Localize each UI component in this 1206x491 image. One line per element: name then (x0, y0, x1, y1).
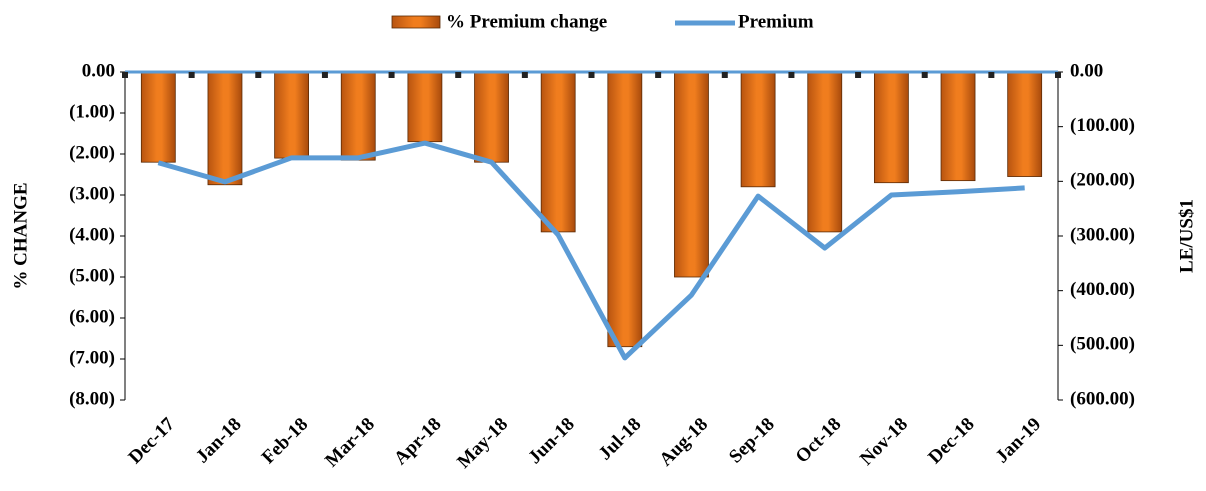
y-tick-label: (4.00) (69, 224, 115, 245)
y2-axis-title: LE/US$1 (1176, 199, 1197, 273)
x-tick (855, 72, 862, 78)
bar (740, 71, 776, 188)
x-tick (588, 72, 595, 78)
y-tick-label: 0.00 (82, 60, 115, 81)
y2-tick-label: (300.00) (1070, 224, 1135, 245)
y2-tick-label: (400.00) (1070, 279, 1135, 300)
y-tick-label: (7.00) (69, 347, 115, 368)
x-tick (1055, 72, 1061, 78)
x-tick (655, 72, 662, 78)
x-tick (455, 72, 462, 78)
legend-swatch (391, 15, 441, 29)
x-tick (255, 72, 262, 78)
x-tick-label: Oct-18 (792, 414, 846, 468)
y-tick-label: (5.00) (69, 265, 115, 286)
y-tick-label: (8.00) (69, 388, 115, 409)
y2-tick-label: (200.00) (1070, 170, 1135, 191)
y2-tick-label: (600.00) (1070, 388, 1135, 409)
y2-tick-label: (500.00) (1070, 334, 1135, 355)
bar (1007, 71, 1043, 177)
y-tick-label: (3.00) (69, 183, 115, 204)
bar (274, 71, 310, 159)
bar (407, 71, 443, 143)
x-tick-label: Dec-18 (924, 414, 978, 468)
bar (873, 71, 909, 184)
bar (940, 71, 976, 182)
bar (674, 71, 709, 278)
line (157, 140, 1025, 361)
y-tick-label: (6.00) (69, 306, 115, 327)
x-tick (921, 72, 928, 78)
x-tick (988, 72, 995, 78)
legend-label: % Premium change (446, 11, 607, 32)
x-tick-label: Dec-17 (125, 413, 180, 468)
y2-tick-label: (100.00) (1070, 115, 1135, 136)
x-tick-label: Jul-18 (595, 414, 646, 465)
x-tick-label: Mar-18 (321, 414, 379, 472)
x-tick (321, 72, 328, 78)
x-tick-label: Sep-18 (725, 414, 779, 468)
y-axis-title: % CHANGE (10, 182, 31, 289)
x-tick-label: Jan-19 (992, 414, 1046, 468)
bar (207, 71, 243, 186)
bar (474, 71, 509, 163)
bar (607, 71, 643, 348)
x-tick (388, 72, 395, 78)
y-tick-label: (1.00) (69, 101, 115, 122)
x-tick-label: May-18 (453, 414, 512, 473)
x-tick (188, 72, 195, 78)
x-tick-label: Aug-18 (655, 414, 712, 471)
x-tick-label: Apr-18 (390, 414, 445, 469)
x-tick-label: Nov-18 (856, 414, 912, 470)
y-tick-label: (2.00) (69, 142, 115, 163)
bar (140, 71, 176, 163)
bar (807, 71, 843, 233)
x-tick (521, 72, 528, 78)
y2-tick-label: 0.00 (1070, 60, 1103, 81)
legend-label: Premium (738, 11, 814, 32)
x-tick (122, 72, 128, 78)
x-tick-label: Jun-18 (524, 414, 578, 468)
x-tick (721, 72, 728, 78)
x-tick-label: Feb-18 (258, 414, 312, 468)
bar (340, 71, 376, 161)
bar (540, 71, 576, 233)
x-tick-label: Jan-18 (192, 414, 246, 468)
x-tick (788, 72, 795, 78)
